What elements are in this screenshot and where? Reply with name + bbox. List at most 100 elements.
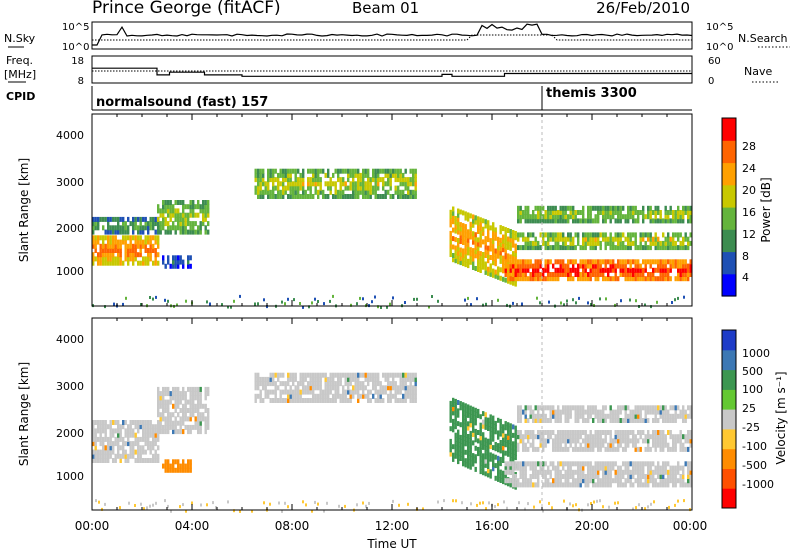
velocity-echo-cell <box>324 372 327 378</box>
velocity-echo-cell <box>474 407 477 413</box>
power-echo-cell <box>677 218 680 224</box>
power-echo-cell <box>557 232 560 238</box>
velocity-echo-cell <box>575 503 577 507</box>
velocity-echo-cell <box>632 507 634 511</box>
velocity-echo-cell <box>269 389 272 395</box>
power-echo-cell <box>664 272 667 277</box>
velocity-echo-cell <box>684 409 687 415</box>
velocity-echo-cell <box>522 474 525 479</box>
velocity-echo-cell <box>189 391 192 397</box>
velocity-echo-cell <box>377 381 380 387</box>
power-echo-cell <box>514 260 517 266</box>
velocity-echo-cell <box>309 385 312 391</box>
velocity-echo-cell <box>617 413 620 419</box>
velocity-echo-cell <box>302 398 305 403</box>
power-echo-cell <box>689 214 692 220</box>
velocity-echo-cell <box>334 381 337 387</box>
velocity-echo-cell <box>129 432 132 438</box>
power-echo-cell <box>364 194 367 199</box>
velocity-cbar-tick-1000: 1000 <box>742 347 770 360</box>
velocity-echo-cell <box>517 409 520 415</box>
power-echo-cell <box>264 189 267 195</box>
velocity-echo-cell <box>134 441 137 447</box>
velocity-echo-cell <box>377 376 380 382</box>
power-echo-cell <box>482 303 484 307</box>
velocity-echo-cell <box>164 403 167 409</box>
velocity-echo-cell <box>522 434 525 440</box>
power-echo-cell <box>202 200 205 205</box>
velocity-echo-cell <box>649 446 652 452</box>
power-echo-cell <box>239 294 241 298</box>
velocity-echo-cell <box>397 372 400 378</box>
velocity-echo-cell <box>94 436 97 442</box>
velocity-echo-cell <box>287 372 290 378</box>
velocity-echo-cell <box>317 372 320 378</box>
power-echo-cell <box>549 259 552 265</box>
velocity-echo-cell <box>542 509 544 513</box>
power-echo-cell <box>297 189 300 195</box>
velocity-echo-cell <box>679 465 682 471</box>
power-echo-cell <box>612 210 615 215</box>
power-echo-cell <box>149 216 152 222</box>
velocity-echo-cell <box>592 434 595 440</box>
velocity-echo-cell <box>369 389 372 395</box>
power-echo-cell <box>644 276 647 282</box>
power-echo-cell <box>279 168 282 174</box>
velocity-echo-cell <box>652 469 655 475</box>
power-echo-cell <box>342 168 345 174</box>
velocity-echo-cell <box>569 430 572 435</box>
power-echo-cell <box>534 214 537 220</box>
power-echo-cell <box>177 255 180 261</box>
power-echo-cell <box>371 300 373 304</box>
power-echo-cell <box>449 218 452 224</box>
power-echo-cell <box>659 259 662 265</box>
power-echo-cell <box>182 229 185 235</box>
velocity-echo-cell <box>102 420 105 425</box>
power-echo-cell <box>679 245 682 251</box>
velocity-echo-cell <box>189 467 192 473</box>
power-echo-cell <box>654 267 657 273</box>
velocity-echo-cell <box>199 399 202 405</box>
velocity-echo-cell <box>547 438 550 444</box>
velocity-echo-cell <box>104 432 107 438</box>
velocity-echo-cell <box>494 420 497 426</box>
velocity-echo-cell <box>259 393 262 399</box>
power-echo-cell <box>399 168 402 174</box>
velocity-echo-cell <box>544 461 547 467</box>
velocity-echo-cell <box>504 438 507 443</box>
velocity-echo-cell <box>289 372 292 378</box>
power-echo-cell <box>314 189 317 195</box>
velocity-echo-cell <box>542 461 545 467</box>
power-echo-cell <box>674 232 677 238</box>
power-echo-cell <box>534 205 537 211</box>
power-echo-cell <box>169 212 172 218</box>
velocity-echo-cell <box>674 446 677 452</box>
power-echo-cell <box>519 214 522 220</box>
velocity-echo-cell <box>559 446 562 452</box>
power-echo-cell <box>334 194 337 199</box>
velocity-echo-cell <box>609 465 612 471</box>
velocity-echo-cell <box>374 372 377 378</box>
power-echo-cell <box>484 248 487 254</box>
power-echo-cell <box>674 214 677 220</box>
power-echo-cell <box>299 181 302 187</box>
velocity-echo-cell <box>282 398 285 403</box>
velocity-echo-cell <box>322 372 325 378</box>
velocity-echo-cell <box>164 420 167 426</box>
velocity-echo-cell <box>142 445 145 451</box>
power-echo-cell <box>517 232 520 238</box>
power-echo-cell <box>587 259 590 265</box>
freq-label-bottom: [MHz] <box>4 68 36 81</box>
velocity-echo-cell <box>527 430 530 435</box>
power-echo-cell <box>602 205 605 211</box>
velocity-echo-cell <box>119 424 122 430</box>
power-echo-cell <box>404 301 406 304</box>
velocity-echo-cell <box>174 459 177 465</box>
velocity-echo-cell <box>582 438 585 444</box>
velocity-echo-cell <box>192 399 195 405</box>
velocity-echo-cell <box>562 430 565 435</box>
power-echo-cell <box>489 225 492 231</box>
power-echo-cell <box>317 168 320 174</box>
power-echo-cell <box>654 259 657 265</box>
velocity-echo-cell <box>634 405 637 411</box>
